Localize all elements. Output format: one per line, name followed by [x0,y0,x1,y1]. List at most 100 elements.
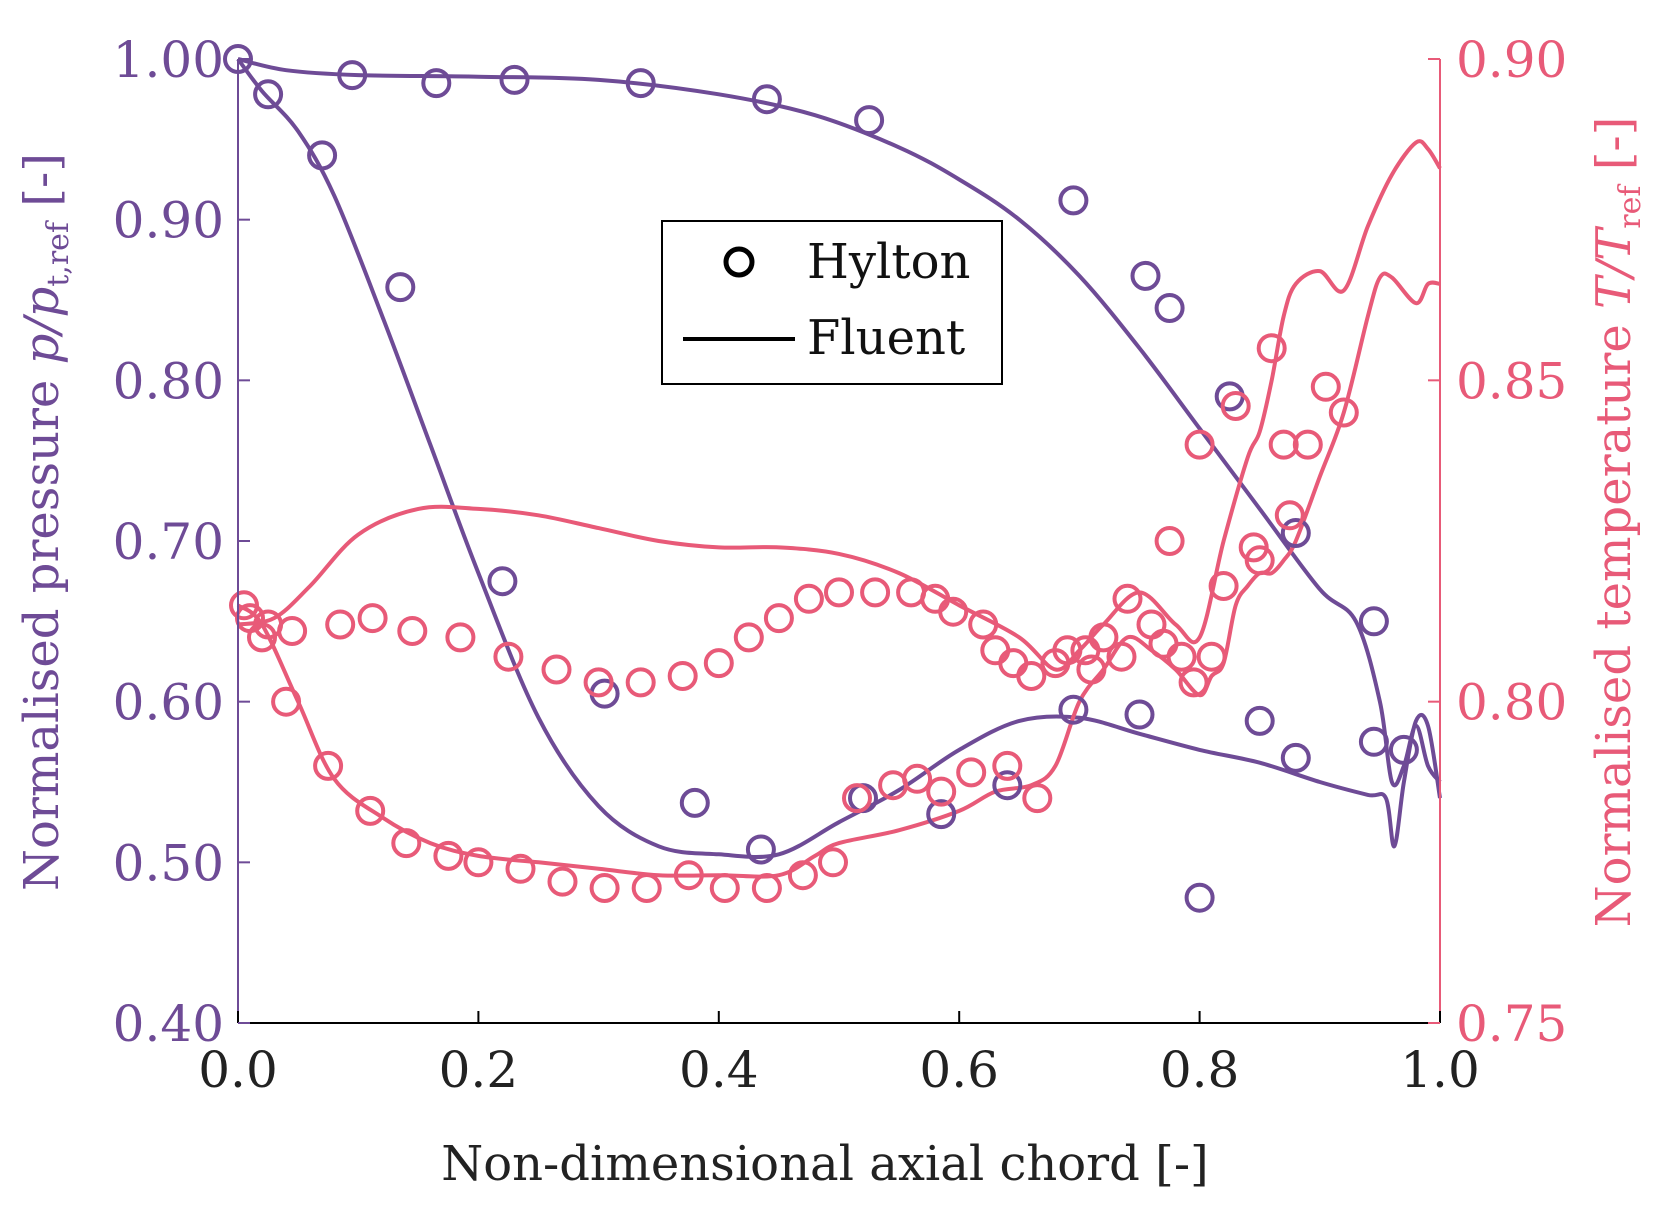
data-point-5-29 [763,603,794,634]
data-point-4-1 [253,79,284,110]
legend-label-hylton: Hylton [807,234,970,290]
data-point-5-44 [980,635,1011,666]
data-point-5-56 [1136,609,1167,640]
data-point-5-48 [1022,783,1053,814]
data-point-5-61 [1184,429,1215,460]
y-right-label-var: T/T [1586,226,1642,309]
data-point-5-8 [355,795,386,826]
data-point-5-45 [992,750,1023,781]
y-axis-label-right: Normalised temperature T/Tref [-] [1586,117,1648,928]
series-line-2 [237,139,1442,672]
data-point-4-9 [625,68,656,99]
y-left-label-sub: t,ref [41,220,76,287]
data-point-5-70 [1292,429,1323,460]
y-left-tick-label: 0.40 [113,995,224,1053]
data-point-5-54 [1106,641,1137,672]
y-axis-label-left: Normalised pressure p/pt,ref [-] [14,153,76,891]
data-point-4-22 [1184,882,1215,913]
data-point-5-47 [1016,661,1047,691]
data-point-5-62 [1196,641,1227,672]
y-right-label-sub: ref [1613,184,1648,229]
y-left-label-post: [-] [14,153,70,222]
data-point-5-7 [325,609,356,640]
data-point-5-53 [1088,622,1119,653]
axes [237,58,1441,1024]
x-tick-label: 0.8 [1160,1041,1240,1099]
data-point-5-63 [1208,571,1239,601]
data-point-5-37 [896,577,927,608]
data-point-4-5 [421,68,452,99]
data-point-4-12 [751,84,782,115]
x-tick-label: 0.4 [679,1041,759,1099]
data-point-4-17 [1058,694,1089,725]
data-point-5-16 [505,853,536,884]
y-left-tick-label: 0.50 [113,834,224,892]
data-point-5-58 [1154,526,1185,556]
data-point-5-59 [1166,641,1197,672]
data-point-5-69 [1274,500,1305,531]
data-point-5-42 [956,757,987,788]
data-point-5-9 [357,603,388,634]
data-point-5-68 [1268,429,1299,460]
series-line-1 [237,57,1442,788]
data-point-5-6 [313,750,344,781]
marker-series-layer [223,44,1419,913]
x-tick-label: 0.0 [198,1041,278,1099]
data-point-5-57 [1148,628,1179,659]
data-point-4-7 [499,64,530,95]
y-left-label-pre: Normalised pressure [14,364,70,891]
y-right-tick-label: 0.75 [1456,995,1567,1053]
data-point-5-35 [860,577,891,608]
data-point-5-30 [787,860,818,891]
data-point-5-28 [751,873,782,903]
data-point-5-23 [667,661,698,691]
data-point-5-4 [271,686,302,717]
data-point-4-28 [1358,606,1389,637]
data-point-5-26 [709,873,740,903]
data-point-4-3 [337,60,368,91]
data-point-5-46 [998,648,1029,679]
data-point-5-5 [277,616,308,646]
y-left-tick-label: 0.80 [113,352,224,410]
data-point-4-20 [1130,260,1161,291]
data-point-4-6 [487,566,518,597]
y-right-label-pre: Normalised temperature [1586,309,1642,927]
data-point-4-27 [1358,726,1389,757]
x-axis-label: Non-dimensional axial chord [-] [441,1136,1209,1192]
x-tick-label: 0.2 [439,1041,519,1099]
y-right-tick-label: 0.85 [1456,352,1567,410]
data-point-5-67 [1256,333,1287,364]
y-left-tick-label: 0.70 [113,513,224,571]
y-left-tick-label: 0.60 [113,674,224,732]
legend-box [661,220,1003,385]
legend-label-fluent: Fluent [807,310,965,366]
y-left-label-var: p/p [14,287,70,365]
y-right-label-post: [-] [1586,117,1642,186]
data-point-4-10 [679,787,710,818]
data-point-4-18 [1058,185,1089,216]
data-point-5-32 [818,847,848,878]
data-point-5-72 [1328,397,1359,428]
data-point-4-29 [1388,734,1419,765]
data-point-5-18 [547,866,578,897]
data-point-5-64 [1220,391,1251,421]
data-point-4-11 [745,834,776,865]
data-point-5-11 [397,616,428,646]
legend-marker-hylton-icon [723,246,755,278]
data-point-5-66 [1244,545,1275,576]
data-point-5-31 [793,583,824,614]
data-point-5-41 [938,596,969,627]
data-point-4-16 [992,770,1023,801]
data-point-5-12 [433,840,464,871]
tick-labels: 0.0 0.2 0.4 0.6 0.8 1.0 0.40 0.50 0.60 0.70 0.80 0.… [113,31,1568,1099]
y-left-tick-label: 1.00 [113,31,224,89]
data-point-5-71 [1310,371,1341,402]
data-point-5-33 [824,577,854,608]
x-tick-label: 0.6 [919,1041,999,1099]
legend: Hylton Fluent [661,220,1003,385]
data-point-5-17 [541,654,572,685]
data-point-5-25 [703,648,734,679]
y-left-tick-label: 0.90 [113,192,224,250]
y-right-tick-label: 0.80 [1456,674,1567,732]
